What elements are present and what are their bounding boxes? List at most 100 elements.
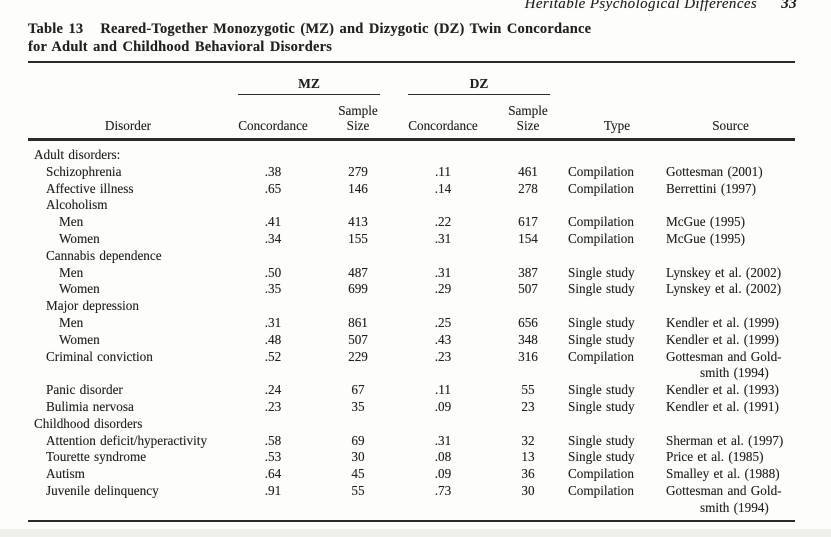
source-line: Kendler et al. (1991) — [666, 398, 779, 414]
table-row: Bulimia nervosa .23 35 .09 23 Single stu… — [28, 399, 795, 416]
source-line: smith (1994) — [700, 499, 769, 515]
dz-sample-size-cell: 36 — [521, 466, 535, 482]
type-cell: Single study — [568, 331, 635, 347]
dz-concordance-cell: .31 — [434, 432, 452, 448]
sample-label: Sample — [338, 103, 378, 118]
dz-concordance-cell: .23 — [434, 348, 452, 364]
disorder-cell: Women — [59, 230, 100, 246]
source-cell — [666, 197, 795, 214]
table-row: Men .31 861 .25 656 Single study Kendler… — [28, 315, 795, 332]
source-cell: Gottesman and Gold-smith (1994) — [666, 483, 795, 521]
table-body: Adult disorders: Schizophrenia .38 279 .… — [28, 140, 795, 521]
mz-concordance-cell: .65 — [264, 180, 282, 196]
mz-group-header: MZ — [228, 62, 398, 95]
type-cell: Compilation — [568, 163, 634, 179]
disorder-cell: Juvenile delinquency — [46, 482, 159, 498]
mz-sample-size-cell — [318, 140, 398, 164]
type-cell: Single study — [568, 281, 635, 297]
mz-concordance-cell: .91 — [264, 482, 282, 498]
mz-concordance-cell: .48 — [264, 331, 282, 347]
dz-sample-size-cell: 348 — [518, 331, 538, 347]
type-cell — [568, 298, 666, 315]
source-cell: Price et al. (1985) — [666, 449, 795, 466]
mz-concordance-cell: .23 — [264, 398, 282, 414]
source-line: Lynskey et al. (2002) — [666, 264, 782, 280]
disorder-cell: Autism — [46, 466, 85, 482]
mz-sample-size-cell: 155 — [348, 230, 368, 246]
source-cell: Sherman et al. (1997) — [666, 433, 795, 450]
table-row: Men .41 413 .22 617 Compilation McGue (1… — [28, 214, 795, 231]
dz-concordance-cell: .14 — [434, 180, 452, 196]
source-line: Sherman et al. (1997) — [666, 432, 784, 448]
dz-concordance-cell: .31 — [434, 264, 452, 280]
table-row: Childhood disorders — [28, 416, 795, 433]
source-line: Gottesman and Gold- — [666, 482, 782, 498]
mz-sample-size-cell: 67 — [351, 382, 365, 398]
type-cell: Compilation — [568, 348, 634, 364]
source-line: Smalley et al. (1988) — [666, 466, 780, 482]
mz-concordance-cell: .35 — [264, 281, 282, 297]
disorder-cell: Tourette syndrome — [46, 449, 147, 465]
type-cell: Compilation — [568, 214, 634, 230]
source-line: Gottesman (2001) — [666, 163, 763, 179]
dz-concordance-cell: .09 — [434, 398, 452, 414]
dz-sample-size-cell: 278 — [518, 180, 538, 196]
dz-concordance-cell — [398, 197, 488, 214]
type-cell: Single study — [568, 398, 635, 414]
source-line: Kendler et al. (1999) — [666, 314, 779, 330]
disorder-cell: Major depression — [46, 298, 139, 314]
disorder-cell: Panic disorder — [46, 382, 123, 398]
dz-sample-size-cell: 316 — [518, 348, 538, 364]
dz-sample-size-cell — [488, 140, 568, 164]
dz-concordance-cell: .73 — [434, 482, 452, 498]
size-label: Size — [516, 118, 540, 133]
dz-sample-size-cell: 30 — [521, 482, 535, 498]
source-line: Berrettini (1997) — [666, 180, 757, 196]
table-row: Adult disorders: — [28, 140, 795, 164]
dz-sample-size-cell — [488, 416, 568, 433]
mz-sample-size-cell: 45 — [351, 466, 365, 482]
source-cell: McGue (1995) — [666, 231, 795, 248]
mz-concordance-cell: .31 — [264, 314, 282, 330]
source-cell: Kendler et al. (1993) — [666, 382, 795, 399]
mz-sample-size-cell: 55 — [351, 482, 365, 498]
sample-label: Sample — [508, 103, 548, 118]
table-row: Affective illness .65 146 .14 278 Compil… — [28, 181, 795, 198]
table-row: Schizophrenia .38 279 .11 461 Compilatio… — [28, 164, 795, 181]
source-line: Gottesman and Gold- — [666, 348, 782, 364]
source-cell: Smalley et al. (1988) — [666, 466, 795, 483]
dz-sample-size-cell — [488, 197, 568, 214]
table-row: Attention deficit/hyperactivity .58 69 .… — [28, 433, 795, 450]
source-cell: Lynskey et al. (2002) — [666, 265, 795, 282]
dz-concordance-cell: .08 — [434, 449, 452, 465]
disorder-column-header: Disorder — [28, 95, 228, 141]
dz-concordance-cell: .29 — [434, 281, 452, 297]
mz-concordance-cell: .38 — [264, 163, 282, 179]
disorder-cell: Childhood disorders — [34, 415, 143, 431]
dz-sample-size-cell: 55 — [521, 382, 535, 398]
disorder-cell: Alcoholism — [46, 197, 108, 213]
dz-concordance-cell: .43 — [434, 331, 452, 347]
disorder-cell: Affective illness — [46, 180, 134, 196]
table-row: Women .35 699 .29 507 Single study Lynsk… — [28, 281, 795, 298]
dz-group-label: DZ — [469, 76, 489, 91]
concordance-table: MZ DZ Disorder Concordance Sample Size C… — [28, 61, 796, 522]
type-cell: Compilation — [568, 230, 634, 246]
source-line: Kendler et al. (1993) — [666, 382, 779, 398]
disorder-cell: Men — [59, 264, 84, 280]
mz-sample-size-cell: 146 — [348, 180, 368, 196]
mz-concordance-cell: .53 — [264, 449, 282, 465]
table-title: Table 13 Reared-Together Monozygotic (MZ)… — [28, 21, 591, 56]
mz-sample-size-cell: 279 — [348, 163, 368, 179]
dz-concordance-column-header: Concordance — [398, 95, 488, 141]
source-cell: Gottesman (2001) — [666, 164, 795, 181]
disorder-cell: Bulimia nervosa — [46, 398, 134, 414]
type-cell — [568, 416, 666, 433]
disorder-cell: Women — [59, 281, 100, 297]
mz-concordance-cell: .58 — [264, 432, 282, 448]
dz-concordance-cell — [398, 140, 488, 164]
mz-sample-size-cell: 861 — [348, 314, 368, 330]
mz-concordance-cell — [228, 298, 318, 315]
source-line: Price et al. (1985) — [666, 449, 764, 465]
